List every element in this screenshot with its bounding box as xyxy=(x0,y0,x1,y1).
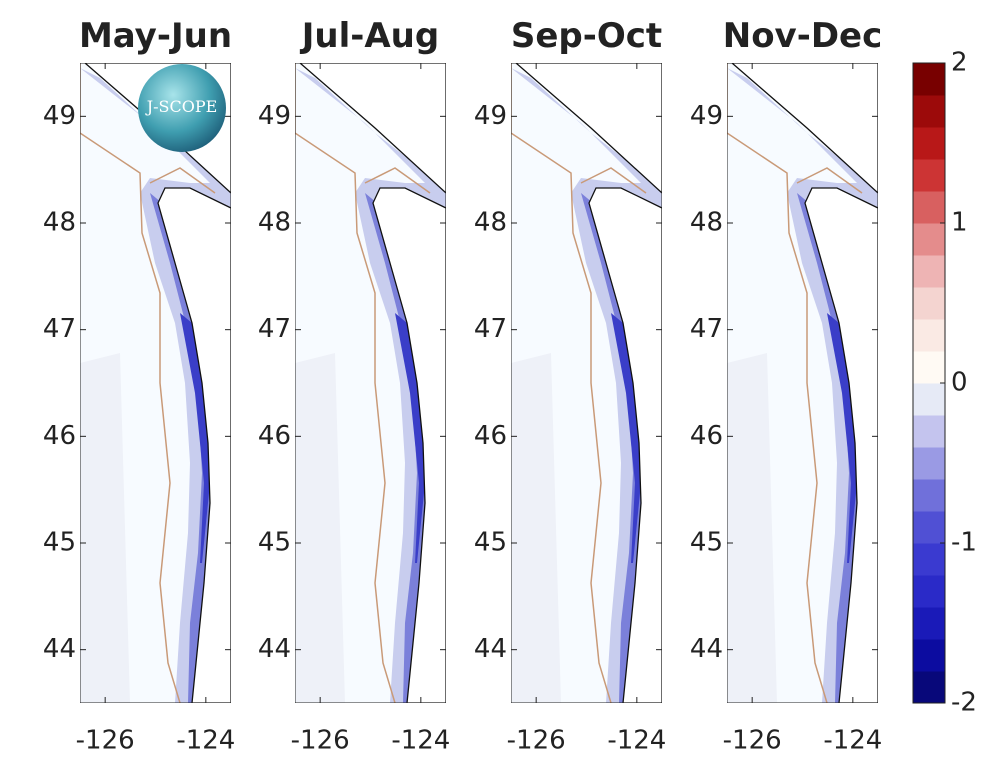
y-tick-label: 49 xyxy=(474,101,507,131)
panel-title: Nov-Dec xyxy=(723,16,883,56)
colorbar-band xyxy=(913,511,945,544)
panel-title: Sep-Oct xyxy=(511,16,662,56)
y-tick-label: 44 xyxy=(474,634,507,664)
x-tick-label: -126 xyxy=(723,726,782,756)
y-tick-label: 47 xyxy=(43,314,76,344)
y-tick-label: 47 xyxy=(258,314,291,344)
colorbar-band xyxy=(913,95,945,128)
y-tick-label: 47 xyxy=(690,314,723,344)
x-tick-label: -126 xyxy=(291,726,350,756)
y-tick-label: 49 xyxy=(690,101,723,131)
y-tick-label: 48 xyxy=(474,208,507,238)
panel-title: Jul-Aug xyxy=(300,16,439,56)
colorbar-band xyxy=(913,63,945,96)
colorbar-band xyxy=(913,639,945,672)
colorbar-band xyxy=(913,255,945,288)
y-tick-label: 45 xyxy=(258,528,291,558)
colorbar-tick-label: 0 xyxy=(951,368,968,398)
y-tick-label: 46 xyxy=(690,421,723,451)
y-tick-label: 46 xyxy=(474,421,507,451)
colorbar-tick-label: -2 xyxy=(951,688,977,718)
map-image xyxy=(511,63,662,703)
logo-circle xyxy=(138,64,226,152)
colorbar-band xyxy=(913,159,945,192)
y-tick-label: 46 xyxy=(43,421,76,451)
colorbar-band xyxy=(913,543,945,576)
map-panel xyxy=(727,63,878,703)
map-panel xyxy=(511,63,662,703)
y-tick-label: 45 xyxy=(474,528,507,558)
colorbar-tick-label: -1 xyxy=(951,528,977,558)
colorbar-band xyxy=(913,287,945,320)
colorbar-band xyxy=(913,127,945,160)
y-tick-label: 44 xyxy=(43,634,76,664)
y-tick-label: 48 xyxy=(690,208,723,238)
colorbar-band xyxy=(913,671,945,704)
colorbar-tick-label: 2 xyxy=(951,48,968,78)
map-image xyxy=(80,63,231,703)
x-tick-label: -124 xyxy=(391,726,450,756)
y-tick-label: 48 xyxy=(43,208,76,238)
colorbar-band xyxy=(913,607,945,640)
colorbar-band xyxy=(913,415,945,448)
x-tick-label: -124 xyxy=(823,726,882,756)
colorbar-tick-label: 1 xyxy=(951,208,968,238)
y-tick-label: 44 xyxy=(258,634,291,664)
panel-title: May-Jun xyxy=(79,16,232,56)
map-image xyxy=(295,63,446,703)
colorbar-band xyxy=(913,479,945,512)
colorbar-band xyxy=(913,319,945,352)
colorbar-band xyxy=(913,191,945,224)
colorbar-band xyxy=(913,447,945,480)
x-tick-label: -126 xyxy=(507,726,566,756)
x-tick-label: -124 xyxy=(607,726,666,756)
colorbar-band xyxy=(913,575,945,608)
colorbar-band xyxy=(913,223,945,256)
x-tick-label: -124 xyxy=(176,726,235,756)
logo-text: J-SCOPE xyxy=(145,97,218,116)
y-tick-label: 46 xyxy=(258,421,291,451)
y-tick-label: 47 xyxy=(474,314,507,344)
map-image xyxy=(727,63,878,703)
map-panel xyxy=(295,63,446,703)
y-tick-label: 49 xyxy=(258,101,291,131)
y-tick-label: 45 xyxy=(690,528,723,558)
y-tick-label: 44 xyxy=(690,634,723,664)
map-panel xyxy=(80,63,231,703)
y-tick-label: 49 xyxy=(43,101,76,131)
y-tick-label: 45 xyxy=(43,528,76,558)
y-tick-label: 48 xyxy=(258,208,291,238)
colorbar-band xyxy=(913,383,945,416)
colorbar-band xyxy=(913,351,945,384)
x-tick-label: -126 xyxy=(76,726,135,756)
